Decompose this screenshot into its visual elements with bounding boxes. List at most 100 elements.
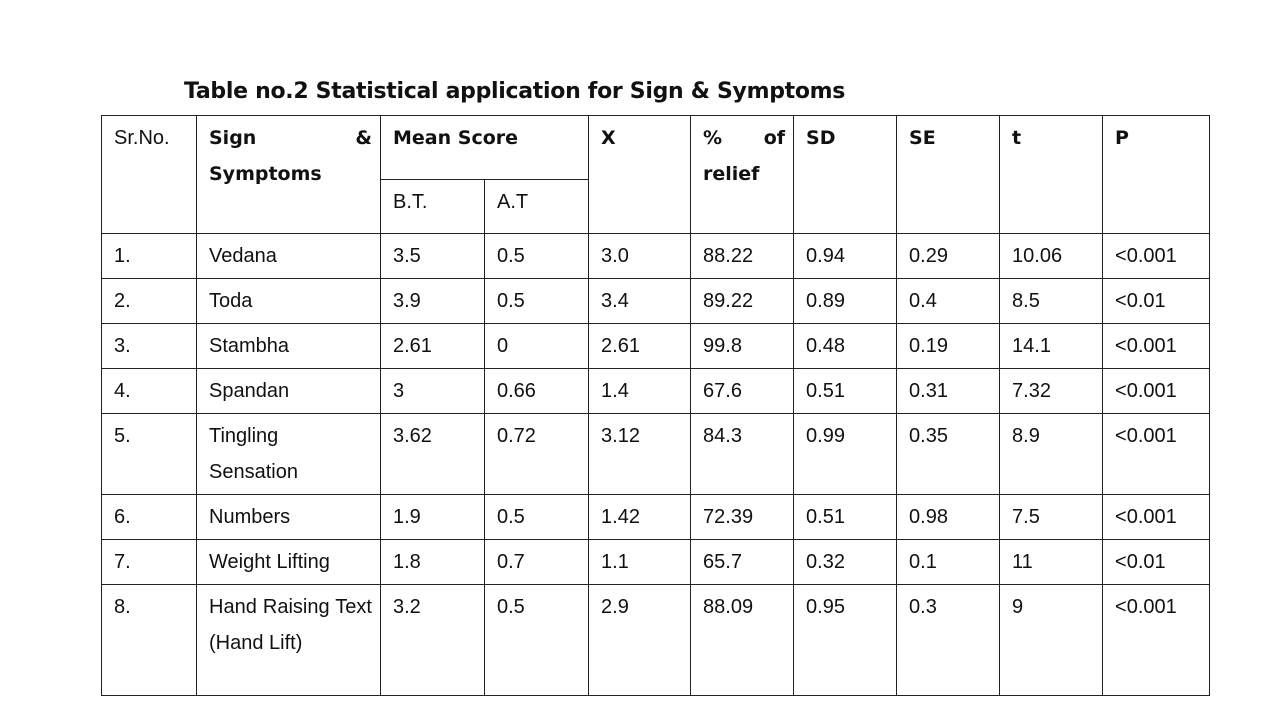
cell-t-value: 7.32 [999, 368, 1104, 414]
cell-sr-no: 3. [101, 323, 197, 369]
cell-se-value: 0.31 [896, 368, 1001, 414]
cell-se-value: 0.3 [896, 584, 1001, 696]
cell-sr-no: 1. [101, 233, 197, 279]
cell-at-score: 0.5 [483, 494, 590, 540]
cell-se-value: 0.35 [896, 413, 1001, 495]
cell-relief-percent: 65.7 [690, 539, 795, 585]
table-row: 8. Hand Raising Text (Hand Lift) 3.2 0.5 2.9… [101, 584, 1211, 696]
cell-relief-percent: 89.22 [690, 278, 795, 324]
cell-sr-no: 7. [101, 539, 197, 585]
cell-p-value: <0.001 [1102, 584, 1211, 696]
cell-se-value: 0.1 [896, 539, 1001, 585]
cell-bt-score: 3.2 [380, 584, 485, 696]
cell-bt-score: 1.9 [380, 494, 485, 540]
cell-sd-value: 0.95 [793, 584, 898, 696]
cell-sd-value: 0.48 [793, 323, 898, 369]
cell-t-value: 8.9 [999, 413, 1104, 495]
cell-relief-percent: 88.09 [690, 584, 795, 696]
cell-t-value: 14.1 [999, 323, 1104, 369]
cell-sign-symptom: Spandan [196, 368, 381, 414]
cell-relief-percent: 99.8 [690, 323, 795, 369]
header-relief-word: relief [703, 163, 760, 185]
cell-sign-symptom: Stambha [196, 323, 381, 369]
cell-t-value: 10.06 [999, 233, 1104, 279]
header-sd: SD [793, 115, 898, 234]
cell-bt-score: 1.8 [380, 539, 485, 585]
cell-relief-percent: 72.39 [690, 494, 795, 540]
header-percent-relief: % of relief [690, 115, 795, 234]
cell-x-value: 3.12 [588, 413, 692, 495]
cell-sd-value: 0.51 [793, 368, 898, 414]
cell-t-value: 11 [999, 539, 1104, 585]
cell-t-value: 7.5 [999, 494, 1104, 540]
header-p: P [1102, 115, 1211, 234]
cell-x-value: 1.1 [588, 539, 692, 585]
table-row: 7. Weight Lifting 1.8 0.7 1.1 65.7 0.32 0.1 11 <0… [101, 539, 1211, 585]
table-body: 1. Vedana 3.5 0.5 3.0 88.22 0.94 0.29 10.06 <0.00… [101, 233, 1211, 696]
cell-x-value: 2.9 [588, 584, 692, 696]
header-se: SE [896, 115, 1001, 234]
cell-sd-value: 0.89 [793, 278, 898, 324]
cell-sd-value: 0.94 [793, 233, 898, 279]
cell-sr-no: 8. [101, 584, 197, 696]
cell-relief-percent: 84.3 [690, 413, 795, 495]
cell-p-value: <0.001 [1102, 368, 1211, 414]
cell-sign-symptom: Weight Lifting [196, 539, 381, 585]
cell-at-score: 0.5 [483, 233, 590, 279]
cell-se-value: 0.4 [896, 278, 1001, 324]
table-row: 5. Tingling Sensation 3.62 0.72 3.12 84.3 0.99… [101, 413, 1211, 495]
header-at: A.T [483, 179, 590, 234]
cell-sign-symptom: Hand Raising Text (Hand Lift) [196, 584, 381, 696]
cell-sd-value: 0.51 [793, 494, 898, 540]
table-caption: Table no.2 Statistical application for S… [184, 79, 846, 104]
cell-at-score: 0.66 [483, 368, 590, 414]
cell-sign-symptom: Tingling Sensation [196, 413, 381, 495]
cell-bt-score: 3 [380, 368, 485, 414]
cell-x-value: 2.61 [588, 323, 692, 369]
header-sign-word: Sign [209, 127, 257, 149]
cell-sr-no: 5. [101, 413, 197, 495]
table-row: 3. Stambha 2.61 0 2.61 99.8 0.48 0.19 14.1 <0.001 [101, 323, 1211, 369]
cell-bt-score: 3.5 [380, 233, 485, 279]
table-row: 2. Toda 3.9 0.5 3.4 89.22 0.89 0.4 8.5 <0.01 [101, 278, 1211, 324]
cell-sign-symptom: Vedana [196, 233, 381, 279]
header-mean-score: Mean Score [379, 115, 590, 180]
header-t: t [999, 115, 1104, 234]
header-sign-symptoms: Sign & Symptoms [196, 115, 381, 234]
cell-sign-symptom: Toda [196, 278, 381, 324]
table-row: 1. Vedana 3.5 0.5 3.0 88.22 0.94 0.29 10.06 <0.00… [101, 233, 1211, 279]
cell-sr-no: 4. [101, 368, 197, 414]
cell-t-value: 8.5 [999, 278, 1104, 324]
cell-at-score: 0.7 [483, 539, 590, 585]
cell-t-value: 9 [999, 584, 1104, 696]
cell-p-value: <0.01 [1102, 278, 1211, 324]
cell-x-value: 1.42 [588, 494, 692, 540]
cell-relief-percent: 88.22 [690, 233, 795, 279]
header-symptoms-word: Symptoms [209, 163, 322, 185]
cell-bt-score: 2.61 [380, 323, 485, 369]
cell-at-score: 0.5 [483, 278, 590, 324]
table-row: 6. Numbers 1.9 0.5 1.42 72.39 0.51 0.98 7.5 <0.00… [101, 494, 1211, 540]
cell-x-value: 3.4 [588, 278, 692, 324]
cell-at-score: 0.5 [483, 584, 590, 696]
cell-se-value: 0.29 [896, 233, 1001, 279]
cell-x-value: 3.0 [588, 233, 692, 279]
header-x: X [588, 115, 692, 234]
cell-sd-value: 0.32 [793, 539, 898, 585]
cell-p-value: <0.001 [1102, 233, 1211, 279]
cell-se-value: 0.19 [896, 323, 1001, 369]
statistics-table: Sr.No. Sign & Symptoms Mean Score X % of… [101, 115, 1211, 696]
cell-relief-percent: 67.6 [690, 368, 795, 414]
header-of-word: of [763, 127, 786, 149]
table-row: 4. Spandan 3 0.66 1.4 67.6 0.51 0.31 7.32 <0.001 [101, 368, 1211, 414]
cell-se-value: 0.98 [896, 494, 1001, 540]
header-bt: B.T. [380, 179, 485, 234]
cell-bt-score: 3.9 [380, 278, 485, 324]
header-ampersand: & [355, 127, 372, 149]
cell-p-value: <0.001 [1102, 494, 1211, 540]
cell-at-score: 0 [483, 323, 590, 369]
cell-sr-no: 6. [101, 494, 197, 540]
cell-at-score: 0.72 [483, 413, 590, 495]
cell-p-value: <0.001 [1102, 323, 1211, 369]
cell-sd-value: 0.99 [793, 413, 898, 495]
